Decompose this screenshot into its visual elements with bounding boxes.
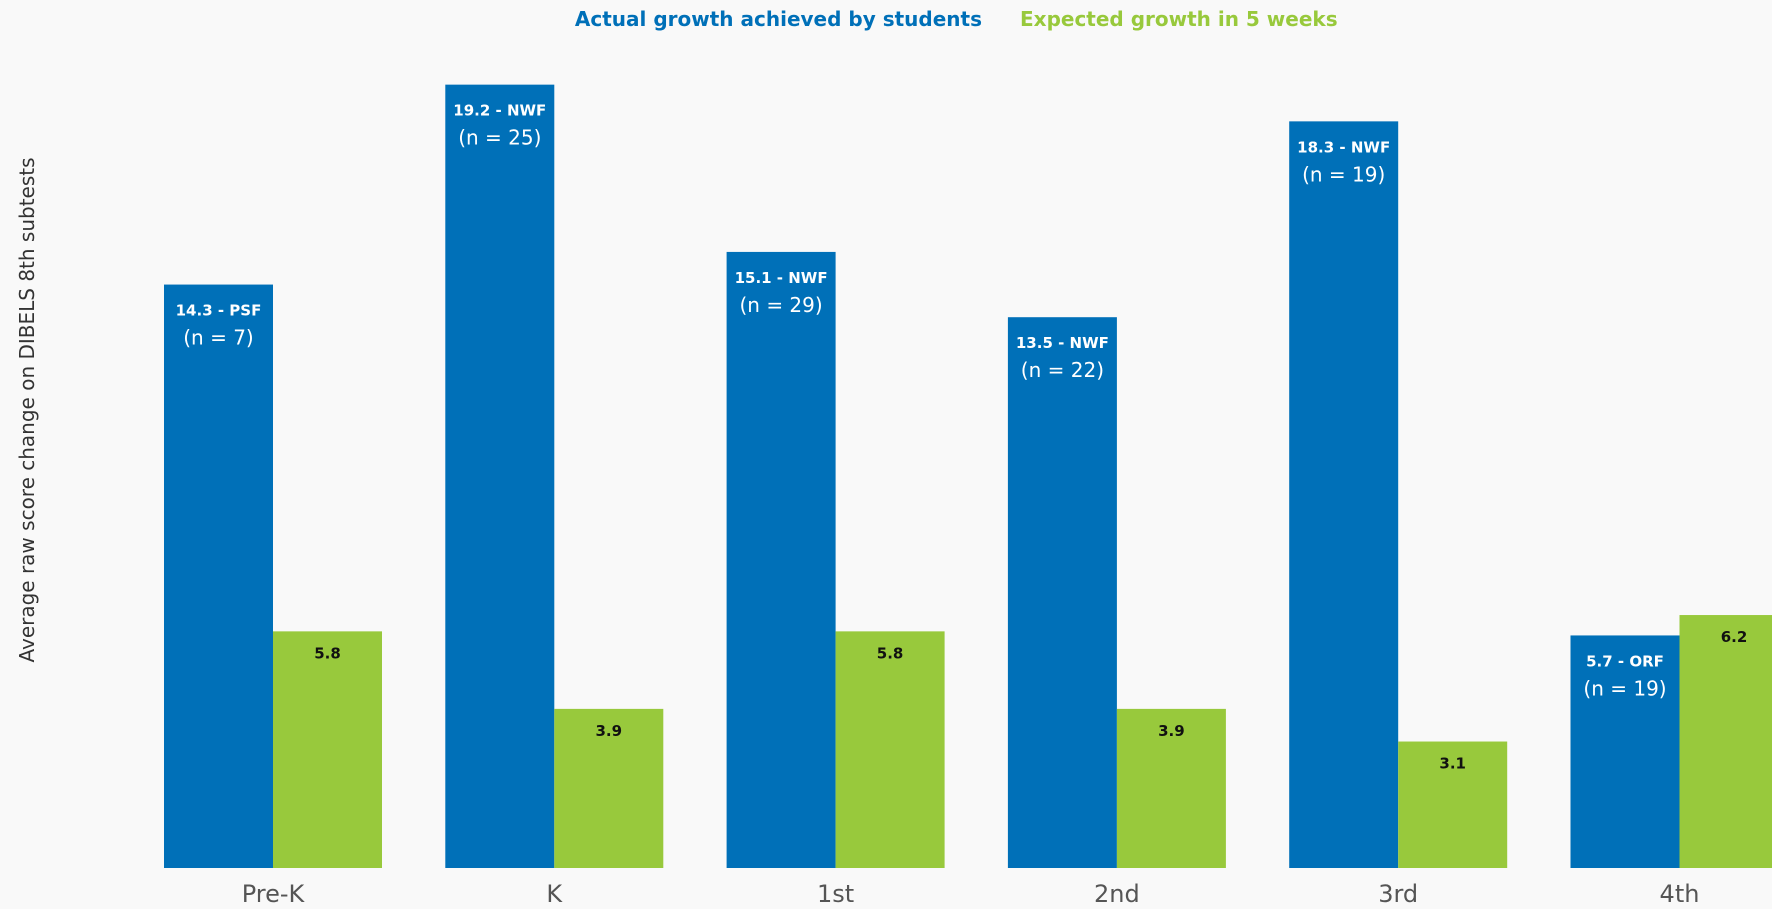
bar-expected-4: [1398, 741, 1508, 868]
legend-entry-actual: Actual growth achieved by students: [575, 7, 982, 31]
data-label-expected-5: 6.2: [1721, 628, 1748, 646]
data-label-n-0: (n = 7): [183, 326, 253, 350]
data-label-actual-3: 13.5 - NWF: [1016, 334, 1109, 352]
data-label-expected-1: 3.9: [596, 722, 623, 740]
legend-entry-expected: Expected growth in 5 weeks: [1020, 7, 1338, 31]
data-label-n-1: (n = 25): [458, 126, 541, 150]
x-tick-label-4: 3rd: [1378, 880, 1418, 908]
bar-actual-4: [1289, 121, 1399, 869]
data-label-actual-5: 5.7 - ORF: [1586, 652, 1664, 670]
data-label-actual-2: 15.1 - NWF: [735, 269, 828, 287]
data-label-n-4: (n = 19): [1302, 162, 1385, 186]
bar-expected-0: [273, 631, 382, 868]
data-label-expected-3: 3.9: [1158, 722, 1185, 740]
x-tick-label-5: 4th: [1660, 880, 1700, 908]
bar-expected-5: [1679, 615, 1772, 868]
bar-actual-1: [445, 84, 555, 868]
data-label-actual-0: 14.3 - PSF: [176, 302, 262, 320]
data-label-actual-4: 18.3 - NWF: [1297, 138, 1390, 156]
x-tick-label-1: K: [546, 880, 563, 908]
bar-actual-2: [726, 251, 836, 869]
x-tick-label-3: 2nd: [1094, 880, 1140, 908]
data-label-expected-2: 5.8: [877, 644, 904, 662]
data-label-actual-1: 19.2 - NWF: [453, 102, 546, 120]
bar-actual-0: [164, 284, 273, 868]
data-label-n-2: (n = 29): [739, 293, 822, 317]
x-axis-ticks: Pre-K K 1st 2nd 3rd 4th: [242, 880, 1700, 908]
x-tick-label-2: 1st: [817, 880, 854, 908]
data-label-expected-4: 3.1: [1439, 755, 1466, 773]
bar-expected-1: [554, 708, 664, 868]
y-axis-label: Average raw score change on DIBELS 8th s…: [15, 157, 39, 662]
x-tick-label-0: Pre-K: [242, 880, 306, 908]
bar-expected-3: [1116, 708, 1226, 868]
legend: Actual growth achieved by students Expec…: [575, 7, 1338, 31]
bar-actual-5: [1570, 635, 1680, 868]
data-label-n-5: (n = 19): [1583, 676, 1666, 700]
data-label-n-3: (n = 22): [1021, 358, 1104, 382]
bar-expected-2: [835, 631, 945, 868]
bars-group: 14.3 - PSF (n = 7) 5.8 19.2 - NWF (n = 25) 3.…: [164, 84, 1772, 869]
data-label-expected-0: 5.8: [314, 644, 341, 662]
bar-actual-3: [1007, 317, 1117, 868]
